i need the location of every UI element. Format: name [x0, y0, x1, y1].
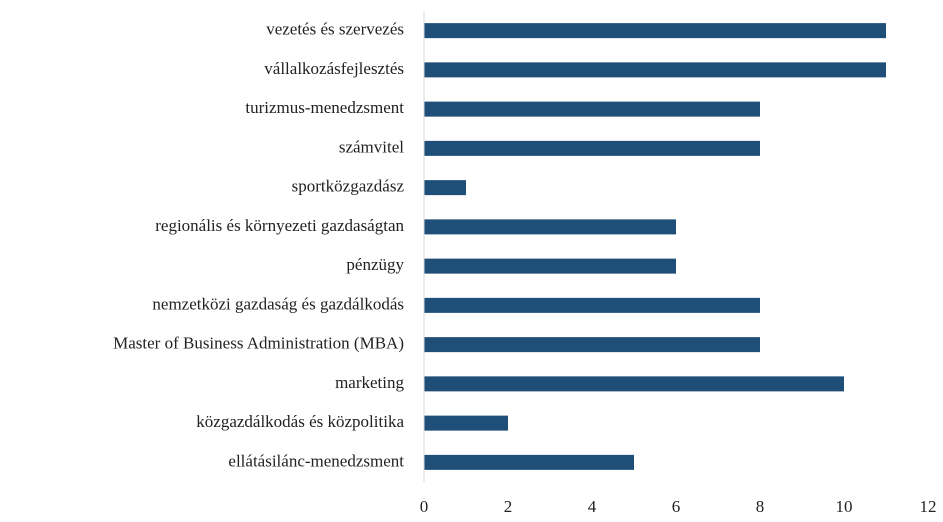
bar [424, 415, 508, 431]
x-tick-label: 4 [588, 497, 597, 516]
y-tick-label: nemzetközi gazdaság és gazdálkodás [152, 294, 404, 313]
y-tick-label: közgazdálkodás és közpolitika [196, 412, 404, 431]
y-tick-label: vezetés és szervezés [266, 20, 404, 39]
y-tick-label: turizmus-menedzsment [245, 98, 404, 117]
x-tick-label: 10 [836, 497, 853, 516]
bar [424, 258, 676, 274]
bar [424, 454, 634, 470]
y-tick-label: számvitel [339, 137, 404, 156]
bar [424, 62, 886, 78]
y-tick-label: ellátásilánc-menedzsment [228, 451, 404, 470]
y-tick-label: Master of Business Administration (MBA) [113, 334, 404, 353]
bar [424, 140, 760, 156]
y-tick-label: marketing [335, 373, 404, 392]
bar [424, 180, 466, 196]
bar [424, 337, 760, 353]
x-tick-label: 12 [920, 497, 937, 516]
bar [424, 101, 760, 117]
bar [424, 376, 844, 392]
bar [424, 23, 886, 39]
y-tick-label: pénzügy [346, 255, 404, 274]
x-tick-label: 8 [756, 497, 765, 516]
bar [424, 219, 676, 235]
x-tick-label: 6 [672, 497, 681, 516]
x-tick-label: 0 [420, 497, 429, 516]
y-tick-label: regionális és környezeti gazdaságtan [155, 216, 404, 235]
y-tick-label: sportközgazdász [292, 177, 405, 196]
bar [424, 297, 760, 313]
y-tick-label: vállalkozásfejlesztés [264, 59, 404, 78]
x-tick-label: 2 [504, 497, 513, 516]
